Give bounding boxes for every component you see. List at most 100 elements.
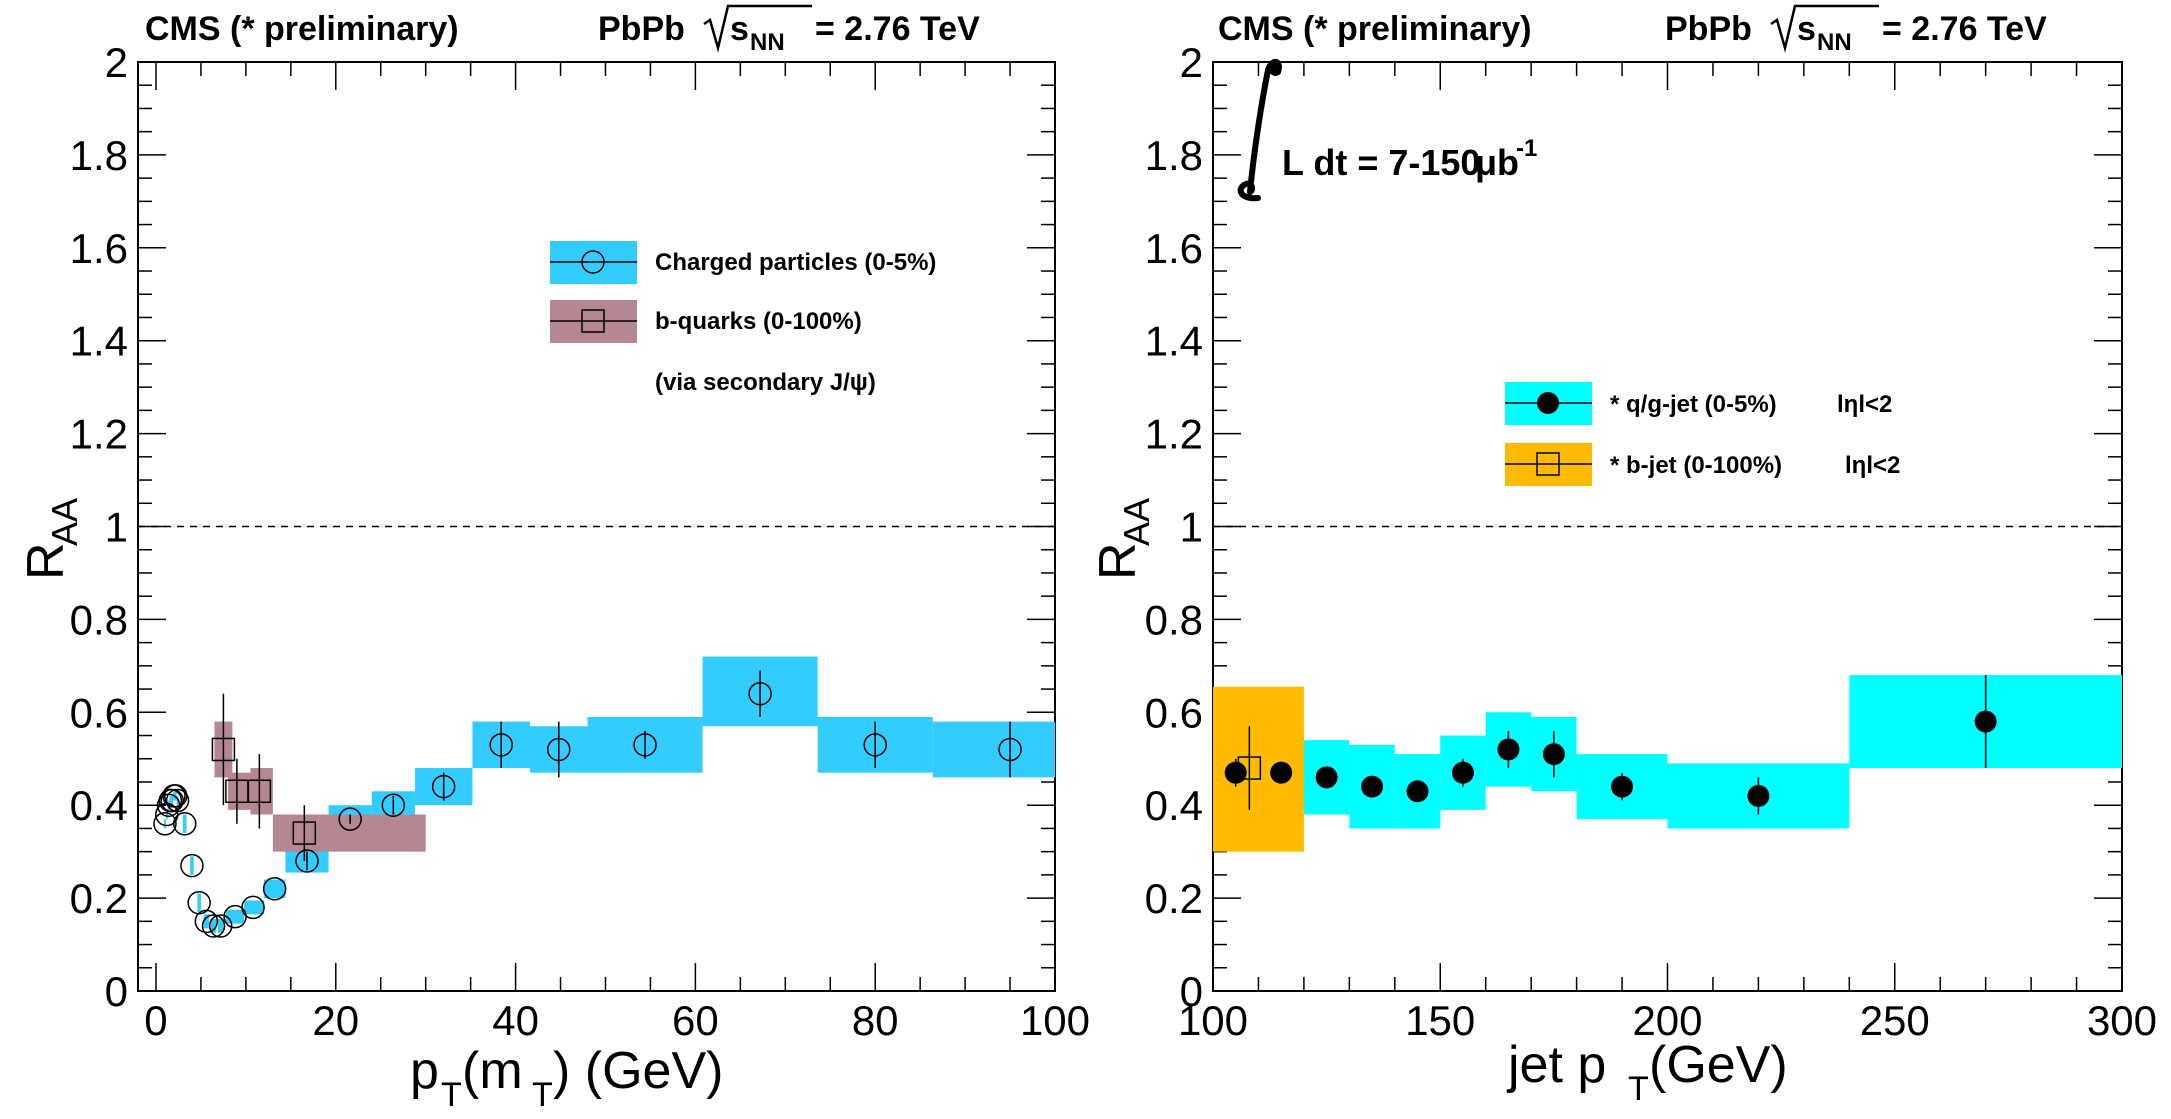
right-x-tick-label: 100 <box>1178 997 1248 1044</box>
right-data-series <box>1213 675 2122 852</box>
right-legend: * q/g-jet (0-5%) lηl<2 * b-jet (0-100%) … <box>1505 382 1900 486</box>
left-sys-box-s0 <box>197 893 201 913</box>
left-point-open-circle <box>546 737 571 762</box>
right-point-filled-circle <box>1270 761 1293 784</box>
right-header-system: PbPb s NN = 2.76 TeV <box>1665 4 2047 56</box>
left-point-open-circle <box>262 877 287 901</box>
left-point-open-circle <box>165 788 190 813</box>
left-y-tick-label: 1.4 <box>70 318 128 365</box>
left-data-series <box>153 656 1055 938</box>
left-sys-box-s0 <box>244 900 264 915</box>
right-y-tick-label: 1.4 <box>1145 318 1203 365</box>
left-x-tick-label: 80 <box>852 997 899 1044</box>
right-header-sqrt-var: s <box>1797 10 1816 48</box>
left-sys-box-s0 <box>932 721 1055 778</box>
left-point-open-circle <box>295 849 319 873</box>
left-sys-box-s0 <box>182 814 187 834</box>
right-header-sqrt-sub: NN <box>1817 29 1852 56</box>
luminosity-annotation: L dt = 7-150 μb -1 <box>1237 59 1537 202</box>
legend-label-via-jpsi: (via secondary J/ψ) <box>655 369 876 396</box>
right-x-tick-label: 200 <box>1632 997 1702 1044</box>
legend-entry-b-quarks: b-quarks (0-100%) <box>550 300 862 343</box>
right-point-filled-circle <box>1497 738 1520 761</box>
left-xlabel-sub2: T <box>532 1076 553 1114</box>
right-xlabel: jet p <box>1506 1036 1606 1094</box>
left-x-tick-label: 60 <box>672 997 719 1044</box>
legend-label-bquarks: b-quarks (0-100%) <box>655 308 862 335</box>
left-point-open-circle <box>863 733 887 757</box>
right-y-tick-label: 0.8 <box>1145 596 1203 643</box>
left-sys-box-s0 <box>218 919 224 933</box>
left-chart-panel: CMS (* preliminary) PbPb s NN = 2.76 TeV… <box>17 4 1090 1114</box>
left-header-energy: = 2.76 TeV <box>815 10 980 48</box>
lumi-exponent: -1 <box>1516 135 1537 162</box>
left-point-open-circle <box>208 914 233 938</box>
left-sys-box-s0 <box>210 919 217 933</box>
right-point-filled-circle <box>1974 710 1997 733</box>
legend-marker-filled-circle <box>1537 392 1559 414</box>
left-y-tick-label: 1.6 <box>70 225 128 272</box>
left-axis-tick-labels: 00.20.40.60.811.21.41.61.820 20 40 60 80 100 <box>70 39 1090 1044</box>
left-y-axis-title: R AA <box>17 498 85 580</box>
left-ylabel: R <box>17 542 75 580</box>
right-ylabel-sub: AA <box>1116 498 1157 546</box>
right-ylabel: R <box>1089 542 1147 580</box>
legend-extra-qg: lηl<2 <box>1837 391 1892 418</box>
legend-label-charged: Charged particles (0-5%) <box>655 249 936 276</box>
left-point-open-circle <box>180 853 204 878</box>
left-point-open-circle <box>633 733 657 757</box>
left-axis-ticks <box>138 61 1056 992</box>
left-sys-box-s0 <box>226 909 245 924</box>
right-y-tick-label: 0.2 <box>1145 875 1203 922</box>
right-header-experiment: CMS (* preliminary) <box>1218 10 1532 48</box>
left-y-tick-label: 0.8 <box>70 596 128 643</box>
right-point-filled-circle <box>1747 784 1770 807</box>
left-point-open-circle <box>194 909 219 934</box>
right-header-system-name: PbPb <box>1665 10 1752 48</box>
left-xlabel-sub1: T <box>441 1076 462 1114</box>
right-axis-tick-labels: 0 0.2 0.4 0.6 0.8 1 1.2 1.4 1.6 1.8 2 100 150 200 250 3… <box>1145 39 2157 1044</box>
left-sys-box-s0 <box>165 809 168 820</box>
legend-entry-b-jet: * b-jet (0-100%) lηl<2 <box>1505 443 1900 486</box>
left-sys-box-s1 <box>272 814 426 852</box>
left-y-tick-label: 0.2 <box>70 875 128 922</box>
left-header-sqrt-sub: NN <box>750 29 785 56</box>
left-point-open-square <box>247 779 272 804</box>
left-point-open-circle <box>172 812 197 836</box>
right-y-tick-label: 0 <box>1180 968 1203 1015</box>
right-point-filled-circle <box>1451 761 1474 784</box>
left-point-open-circle <box>431 774 456 799</box>
legend-extra-bjet: lηl<2 <box>1845 452 1900 479</box>
left-xlabel: p <box>410 1042 439 1100</box>
right-point-filled-circle <box>1361 775 1384 798</box>
left-point-open-circle <box>241 895 265 920</box>
right-y-tick-label: 1.2 <box>1145 411 1203 458</box>
left-x-tick-label: 40 <box>492 997 539 1044</box>
left-y-tick-label: 1.8 <box>70 132 128 179</box>
lumi-text: L dt = 7-150 <box>1282 142 1480 183</box>
left-xlabel-end: ) (GeV) <box>553 1042 723 1100</box>
left-sys-box-s0 <box>203 914 210 929</box>
left-point-open-circle <box>201 914 226 938</box>
right-header-energy: = 2.76 TeV <box>1882 10 2047 48</box>
left-sys-box-s0 <box>164 819 166 829</box>
left-header-system: PbPb s NN = 2.76 TeV <box>598 4 980 56</box>
left-point-open-circle <box>153 812 177 836</box>
right-point-filled-circle <box>1611 775 1634 798</box>
left-header-experiment: CMS (* preliminary) <box>145 10 459 48</box>
right-x-tick-label: 300 <box>2087 997 2157 1044</box>
left-x-tick-label: 0 <box>144 997 167 1044</box>
right-point-filled-circle <box>1315 766 1338 789</box>
right-point-open-square <box>1237 756 1262 780</box>
left-ylabel-sub: AA <box>44 498 85 546</box>
left-x-tick-label: 100 <box>1020 997 1090 1044</box>
right-y-tick-label: 1 <box>1180 504 1203 551</box>
left-x-axis-title: p T (m T ) (GeV) <box>410 1042 723 1114</box>
left-y-tick-label: 0.4 <box>70 782 128 829</box>
lumi-unit: μb <box>1475 142 1519 183</box>
left-y-tick-label: 0.6 <box>70 689 128 736</box>
left-sys-box-s1 <box>250 768 273 815</box>
right-point-filled-circle <box>1542 743 1565 766</box>
left-sys-box-s0 <box>176 795 179 806</box>
